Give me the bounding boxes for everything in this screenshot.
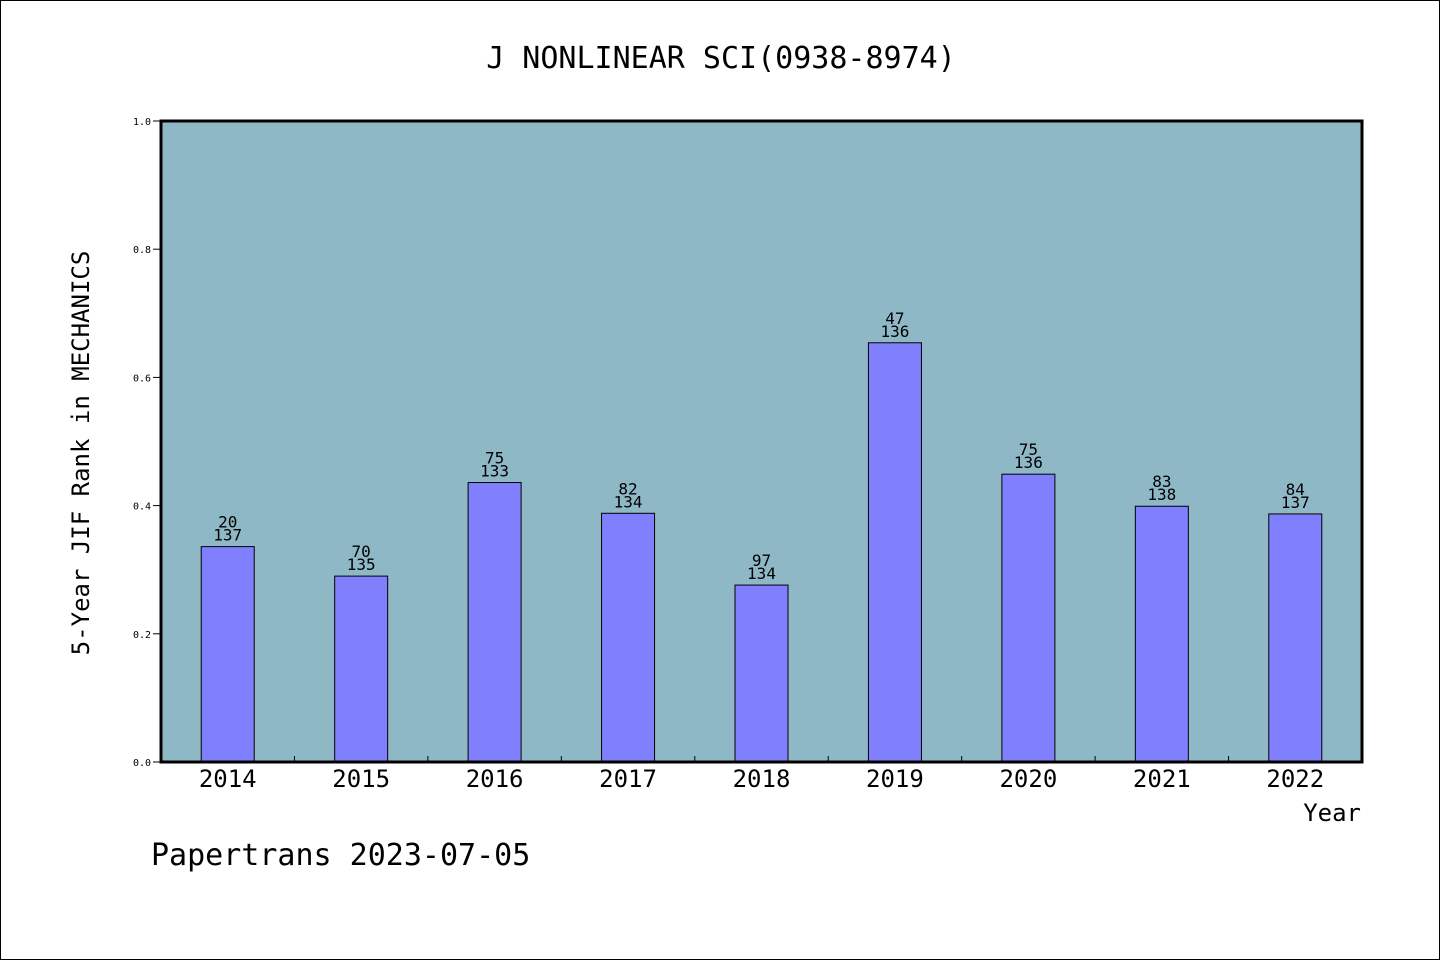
data-label-bottom-2022: 137: [1281, 493, 1310, 512]
x-tick-label-2015: 2015: [332, 765, 390, 793]
y-axis: 0.0 0.2 0.4 0.6 0.8 1.0: [133, 117, 161, 769]
y-tick-label-0.2: 0.2: [133, 630, 151, 641]
plot-border: [159, 119, 1364, 764]
bar-2016: [467, 482, 522, 763]
x-tick-label-2020: 2020: [999, 765, 1057, 793]
bar-2014: [200, 546, 255, 763]
x-tick-label-2022: 2022: [1266, 765, 1324, 793]
y-tick-label-1.0: 1.0: [133, 117, 151, 128]
bar-2017: [601, 512, 656, 763]
data-label-top-2022: 84: [1286, 480, 1305, 499]
x-tick-label-2018: 2018: [733, 765, 791, 793]
data-label-top-2015: 70: [352, 542, 371, 561]
data-label-top-2021: 83: [1152, 472, 1171, 491]
data-label-top-2020: 75: [1019, 440, 1038, 459]
x-tick-label-2021: 2021: [1133, 765, 1191, 793]
data-label-bottom-2016: 133: [480, 462, 509, 481]
data-label-bottom-2014: 137: [213, 526, 242, 545]
data-label-top-2014: 20: [218, 513, 237, 532]
bar-2019: [867, 342, 922, 763]
data-label-bottom-2018: 134: [747, 564, 776, 583]
y-axis-title: 5-Year JIF Rank in MECHANICS: [67, 251, 95, 656]
data-label-bottom-2021: 138: [1147, 485, 1176, 504]
chart-title: J NONLINEAR SCI(0938-8974): [486, 41, 956, 76]
bar-2015: [334, 575, 389, 763]
x-tick-label-2019: 2019: [866, 765, 924, 793]
data-label-bottom-2017: 134: [614, 492, 643, 511]
x-tick-label-2017: 2017: [599, 765, 657, 793]
x-axis-title: Year: [1303, 799, 1361, 827]
bar-2020: [1001, 473, 1056, 763]
bar-2022: [1268, 513, 1323, 763]
data-label-bottom-2020: 136: [1014, 453, 1043, 472]
data-label-bottom-2015: 135: [347, 555, 376, 574]
y-tick-label-0.4: 0.4: [133, 502, 151, 513]
data-label-top-2018: 97: [752, 551, 771, 570]
data-label-top-2017: 82: [618, 479, 637, 498]
data-label-top-2016: 75: [485, 449, 504, 468]
bar-2021: [1134, 505, 1189, 763]
footer-credit: Papertrans 2023-07-05: [151, 838, 530, 873]
y-tick-label-0.8: 0.8: [133, 245, 151, 256]
y-tick-label-0.6: 0.6: [133, 373, 151, 384]
data-label-top-2019: 47: [885, 309, 904, 328]
bars-group: [200, 342, 1323, 763]
data-label-bottom-2019: 136: [880, 322, 909, 341]
x-tick-label-2016: 2016: [466, 765, 524, 793]
x-tick-label-2014: 2014: [199, 765, 257, 793]
data-labels-group: 2013770135751338213497134471367513683138…: [213, 309, 1309, 583]
y-tick-label-0.0: 0.0: [133, 758, 151, 769]
bar-2018: [734, 584, 789, 763]
x-axis: 2014 2015 2016 2017 2018 2019 2020 2021 2022: [199, 756, 1324, 793]
